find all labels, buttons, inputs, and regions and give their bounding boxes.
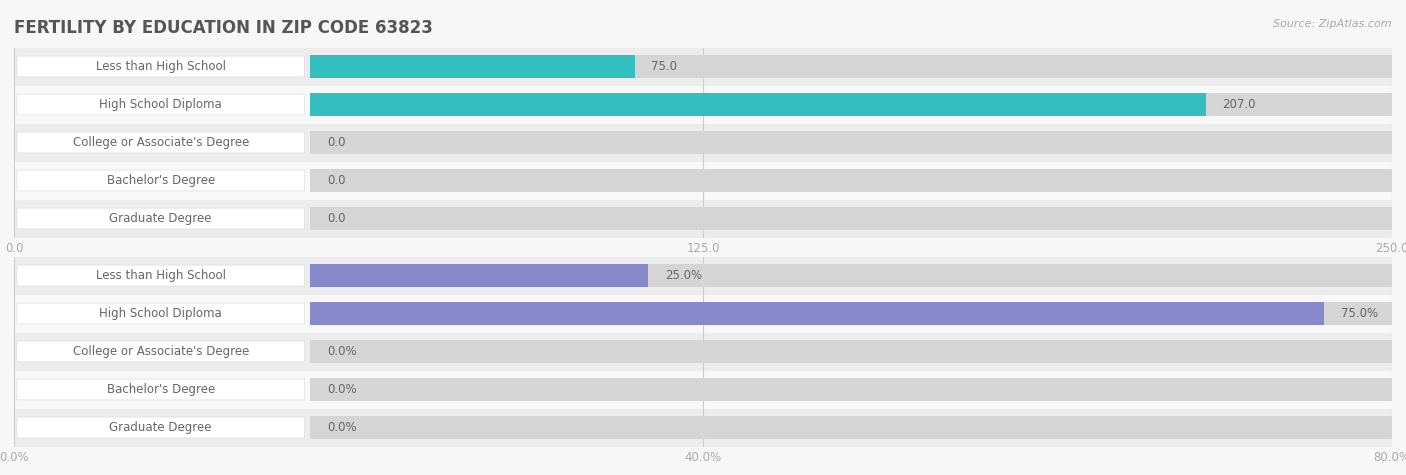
Text: Graduate Degree: Graduate Degree [110,212,212,225]
Bar [311,302,1392,325]
Text: 0.0%: 0.0% [326,383,357,396]
Bar [311,416,1392,439]
Text: Source: ZipAtlas.com: Source: ZipAtlas.com [1274,19,1392,29]
Bar [14,294,1392,332]
Text: Less than High School: Less than High School [96,60,226,73]
FancyBboxPatch shape [17,208,305,229]
Bar [311,340,1392,363]
Text: 25.0%: 25.0% [665,269,702,282]
FancyBboxPatch shape [17,56,305,77]
Text: Bachelor's Degree: Bachelor's Degree [107,174,215,187]
Text: 207.0: 207.0 [1222,98,1256,111]
Bar [311,93,1206,116]
Text: Less than High School: Less than High School [96,269,226,282]
FancyBboxPatch shape [17,94,305,115]
Bar [311,55,1392,78]
Text: 0.0%: 0.0% [326,421,357,434]
Bar [311,131,1392,154]
Text: 0.0: 0.0 [326,136,346,149]
Text: 0.0: 0.0 [326,212,346,225]
Bar [311,93,1392,116]
Bar [311,55,634,78]
FancyBboxPatch shape [17,379,305,400]
Text: 0.0: 0.0 [326,174,346,187]
FancyBboxPatch shape [17,303,305,324]
Bar [311,378,1392,401]
Bar [14,162,1392,199]
Bar [311,264,648,287]
Bar [14,48,1392,86]
Text: Bachelor's Degree: Bachelor's Degree [107,383,215,396]
Text: FERTILITY BY EDUCATION IN ZIP CODE 63823: FERTILITY BY EDUCATION IN ZIP CODE 63823 [14,19,433,37]
Text: Graduate Degree: Graduate Degree [110,421,212,434]
Bar [14,86,1392,124]
Text: 75.0: 75.0 [651,60,678,73]
Bar [14,332,1392,371]
Text: 75.0%: 75.0% [1341,307,1378,320]
FancyBboxPatch shape [17,341,305,362]
Bar [311,302,1324,325]
Bar [14,256,1392,294]
Bar [14,200,1392,238]
FancyBboxPatch shape [17,265,305,286]
FancyBboxPatch shape [17,417,305,438]
Text: College or Associate's Degree: College or Associate's Degree [73,136,249,149]
FancyBboxPatch shape [17,170,305,191]
Bar [14,408,1392,446]
Text: 0.0%: 0.0% [326,345,357,358]
Text: High School Diploma: High School Diploma [100,98,222,111]
Text: High School Diploma: High School Diploma [100,307,222,320]
FancyBboxPatch shape [17,132,305,153]
Text: College or Associate's Degree: College or Associate's Degree [73,345,249,358]
Bar [14,124,1392,162]
Bar [311,264,1392,287]
Bar [14,370,1392,408]
Bar [311,207,1392,230]
Bar [311,169,1392,192]
